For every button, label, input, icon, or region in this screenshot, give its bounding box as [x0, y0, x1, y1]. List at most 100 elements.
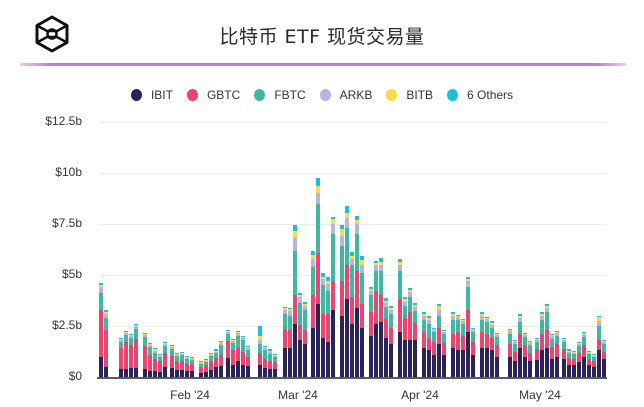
- bar[interactable]: [214, 349, 218, 377]
- bar[interactable]: [316, 178, 320, 377]
- bar[interactable]: [582, 332, 586, 377]
- bar[interactable]: [513, 340, 517, 377]
- legend-item-ibit[interactable]: IBIT: [130, 88, 173, 102]
- bar[interactable]: [268, 349, 272, 377]
- bar[interactable]: [572, 350, 576, 377]
- bar[interactable]: [490, 320, 494, 377]
- bar[interactable]: [303, 301, 307, 377]
- bar[interactable]: [540, 311, 544, 377]
- bar[interactable]: [153, 348, 157, 377]
- bar[interactable]: [403, 297, 407, 377]
- bar[interactable]: [119, 338, 123, 377]
- bar[interactable]: [326, 277, 330, 377]
- bar[interactable]: [180, 351, 184, 377]
- bar[interactable]: [518, 313, 522, 377]
- bar-segment-gbtc: [384, 318, 388, 339]
- bar-segment-ibit: [466, 332, 470, 377]
- bar[interactable]: [99, 283, 103, 377]
- bar[interactable]: [577, 342, 581, 377]
- bar[interactable]: [331, 216, 335, 377]
- bar[interactable]: [124, 331, 128, 377]
- bar[interactable]: [148, 343, 152, 377]
- bar[interactable]: [236, 331, 240, 377]
- bar[interactable]: [523, 333, 527, 377]
- legend-swatch-icon: [130, 89, 142, 101]
- bar[interactable]: [175, 352, 179, 377]
- bar[interactable]: [273, 353, 277, 377]
- bar[interactable]: [170, 345, 174, 377]
- bar-segment-fbtc: [432, 332, 436, 343]
- bar[interactable]: [369, 287, 373, 377]
- bar[interactable]: [345, 205, 349, 377]
- bar[interactable]: [567, 349, 571, 377]
- bar[interactable]: [587, 350, 591, 377]
- bar[interactable]: [480, 311, 484, 377]
- bar[interactable]: [163, 342, 167, 377]
- bar[interactable]: [185, 355, 189, 377]
- legend-item-bitb[interactable]: BITB: [386, 88, 433, 102]
- bar[interactable]: [408, 288, 412, 377]
- bar[interactable]: [389, 305, 393, 377]
- bar[interactable]: [545, 303, 549, 377]
- bar[interactable]: [231, 339, 235, 377]
- bar[interactable]: [535, 338, 539, 377]
- bar[interactable]: [321, 273, 325, 377]
- bar[interactable]: [143, 333, 147, 377]
- legend-item-fbtc[interactable]: FBTC: [254, 88, 306, 102]
- bar[interactable]: [204, 358, 208, 377]
- bar[interactable]: [550, 334, 554, 377]
- bar[interactable]: [597, 315, 601, 377]
- bar[interactable]: [158, 353, 162, 377]
- bar[interactable]: [219, 341, 223, 377]
- bar[interactable]: [379, 257, 383, 377]
- bar-segment-ibit: [214, 366, 218, 377]
- bar[interactable]: [451, 311, 455, 377]
- bar-segment-gbtc: [437, 328, 441, 345]
- bar[interactable]: [437, 303, 441, 377]
- bar[interactable]: [298, 293, 302, 377]
- bar[interactable]: [384, 298, 388, 377]
- bar[interactable]: [360, 255, 364, 377]
- bar[interactable]: [288, 307, 292, 377]
- bar[interactable]: [134, 324, 138, 377]
- bar[interactable]: [355, 215, 359, 377]
- bar[interactable]: [592, 353, 596, 377]
- bar[interactable]: [413, 302, 417, 377]
- legend-item-6-others[interactable]: 6 Others: [447, 88, 513, 102]
- bar[interactable]: [427, 315, 431, 377]
- bar[interactable]: [461, 318, 465, 377]
- legend-item-gbtc[interactable]: GBTC: [186, 88, 240, 102]
- bar[interactable]: [226, 330, 230, 377]
- bar[interactable]: [432, 328, 436, 377]
- bar[interactable]: [209, 352, 213, 377]
- bar[interactable]: [311, 250, 315, 377]
- bar[interactable]: [283, 306, 287, 377]
- bar[interactable]: [258, 326, 262, 377]
- bar[interactable]: [199, 360, 203, 377]
- bar[interactable]: [129, 334, 133, 377]
- bar[interactable]: [471, 328, 475, 377]
- bar[interactable]: [293, 225, 297, 377]
- bar[interactable]: [263, 346, 267, 377]
- bar[interactable]: [422, 311, 426, 377]
- bar[interactable]: [456, 314, 460, 377]
- bar[interactable]: [495, 333, 499, 377]
- bar[interactable]: [398, 258, 402, 377]
- bar[interactable]: [190, 356, 194, 377]
- bar[interactable]: [602, 340, 606, 377]
- bar[interactable]: [562, 338, 566, 377]
- bar[interactable]: [466, 277, 470, 377]
- bar[interactable]: [485, 316, 489, 377]
- bar-segment-fbtc: [129, 338, 133, 346]
- bar[interactable]: [442, 330, 446, 377]
- bar[interactable]: [340, 225, 344, 377]
- bar[interactable]: [246, 346, 250, 377]
- bar[interactable]: [555, 331, 559, 377]
- bar[interactable]: [528, 341, 532, 377]
- bar[interactable]: [508, 329, 512, 377]
- bar[interactable]: [350, 251, 354, 377]
- bar[interactable]: [374, 260, 378, 377]
- bar[interactable]: [241, 336, 245, 377]
- legend-item-arkb[interactable]: ARKB: [319, 88, 372, 102]
- bar[interactable]: [104, 309, 108, 377]
